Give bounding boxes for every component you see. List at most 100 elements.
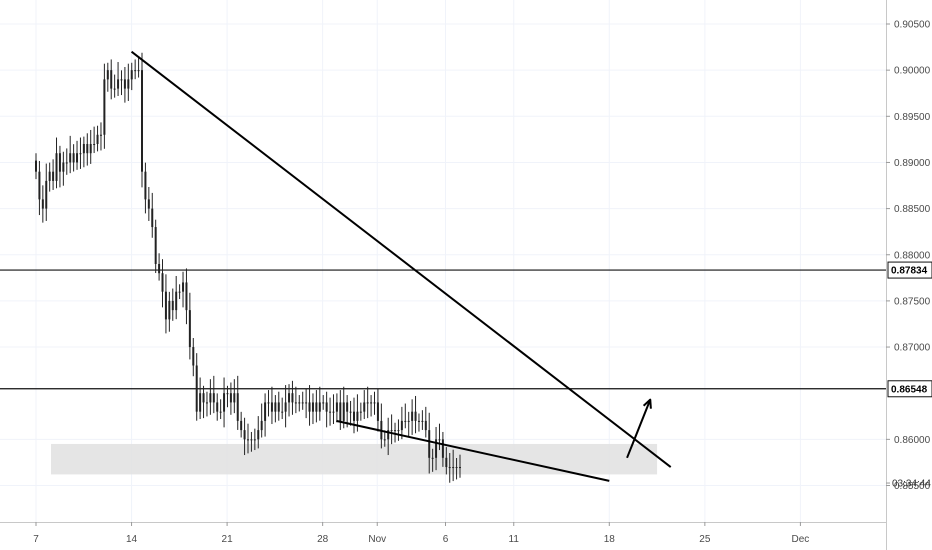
chart-grid xyxy=(0,0,886,522)
candle-body xyxy=(216,402,219,412)
x-tick-label: 14 xyxy=(126,534,138,545)
candle-body xyxy=(407,420,410,422)
x-tick-label: Nov xyxy=(368,534,386,545)
candle-body xyxy=(363,402,366,412)
candle-body xyxy=(404,420,407,422)
candle-body xyxy=(301,402,304,404)
candle-body xyxy=(288,393,291,403)
candle-body xyxy=(305,402,308,404)
candle-body xyxy=(147,199,150,209)
candle-body xyxy=(35,160,37,172)
candle-body xyxy=(82,143,85,154)
x-tick-label: 11 xyxy=(509,534,520,545)
candle-body xyxy=(205,402,208,404)
candle-body xyxy=(168,300,171,320)
candle-body xyxy=(383,439,386,441)
candle-body xyxy=(257,430,260,440)
candle-body xyxy=(175,291,178,311)
candle-body xyxy=(359,411,362,413)
candle-body xyxy=(38,171,41,200)
x-tick-label: 18 xyxy=(604,534,616,545)
candle-body xyxy=(154,227,157,264)
candle-body xyxy=(298,402,301,404)
candle-body xyxy=(202,393,205,403)
candle-body xyxy=(458,467,461,469)
candle-body xyxy=(151,208,154,228)
candle-body xyxy=(421,420,424,422)
candle-body xyxy=(267,402,270,404)
candle-body xyxy=(134,70,137,72)
candle-body xyxy=(448,467,451,469)
candle-body xyxy=(140,70,143,172)
candle-body xyxy=(199,393,202,412)
y-tick-label: 0.89500 xyxy=(894,112,931,123)
candle-body xyxy=(240,420,243,431)
candle-body xyxy=(229,393,232,403)
candle-body xyxy=(144,171,147,200)
arrow-head[interactable] xyxy=(642,398,652,409)
candle-body xyxy=(441,439,444,458)
candle-body xyxy=(342,402,345,421)
candle-body xyxy=(455,467,458,469)
candle-body xyxy=(414,411,417,421)
candle-body xyxy=(264,402,267,421)
candle-body xyxy=(376,402,379,421)
candle-body xyxy=(106,70,109,80)
candle-body xyxy=(452,467,455,469)
candle-body xyxy=(370,402,373,404)
candle-body xyxy=(329,411,332,413)
candle-body xyxy=(417,420,420,422)
price-badge-label: 0.86548 xyxy=(891,384,928,395)
candle-body xyxy=(212,393,215,403)
candle-body xyxy=(394,430,397,432)
candle-body xyxy=(246,439,249,441)
candle-body xyxy=(123,79,126,89)
candle-body xyxy=(435,439,438,458)
candle-body xyxy=(48,171,51,181)
candle-body xyxy=(356,411,359,421)
y-tick-label: 0.86000 xyxy=(894,435,931,446)
candle-body xyxy=(349,411,352,413)
candle-body xyxy=(137,70,140,72)
candle-body xyxy=(209,393,212,403)
candle-body xyxy=(130,70,133,80)
candle-body xyxy=(438,439,441,441)
candle-body xyxy=(219,411,222,413)
candle-body xyxy=(411,411,414,421)
candle-body xyxy=(445,457,448,468)
candle-body xyxy=(335,402,338,412)
candle-body xyxy=(89,143,92,154)
candle-body xyxy=(55,153,58,181)
y-tick-label: 0.89000 xyxy=(894,158,931,169)
trendline[interactable] xyxy=(130,50,672,468)
candle-body xyxy=(366,402,369,404)
candle-body xyxy=(226,393,229,395)
candle-body xyxy=(86,143,89,154)
candle-body xyxy=(260,420,263,431)
candle-body xyxy=(308,402,311,412)
x-tick-label: 21 xyxy=(222,534,234,545)
candle-body xyxy=(284,402,287,412)
candle-body xyxy=(223,393,226,412)
y-axis: 0.90500 0.90000 0.89500 0.89000 0.88500 0.880… xyxy=(886,0,931,550)
candle-body xyxy=(233,393,236,403)
y-tick-label: 0.88500 xyxy=(894,204,931,215)
price-badge-label: 0.87834 xyxy=(891,266,928,277)
candle-body xyxy=(69,153,72,163)
projection-arrow[interactable] xyxy=(626,398,652,459)
candle-body xyxy=(274,402,277,412)
countdown-label: 03:34:44 xyxy=(892,479,931,490)
candle-body xyxy=(41,199,44,209)
horizontal-levels[interactable] xyxy=(0,269,886,390)
candle-body xyxy=(93,143,96,145)
trendline[interactable] xyxy=(336,419,610,482)
candle-body xyxy=(325,402,328,412)
candle-body xyxy=(72,153,75,163)
candle-body xyxy=(397,430,400,432)
trendlines[interactable] xyxy=(130,50,672,482)
arrow-shaft[interactable] xyxy=(626,399,652,459)
candle-body xyxy=(79,153,82,155)
support-zone xyxy=(51,443,658,475)
candle-body xyxy=(270,402,273,412)
